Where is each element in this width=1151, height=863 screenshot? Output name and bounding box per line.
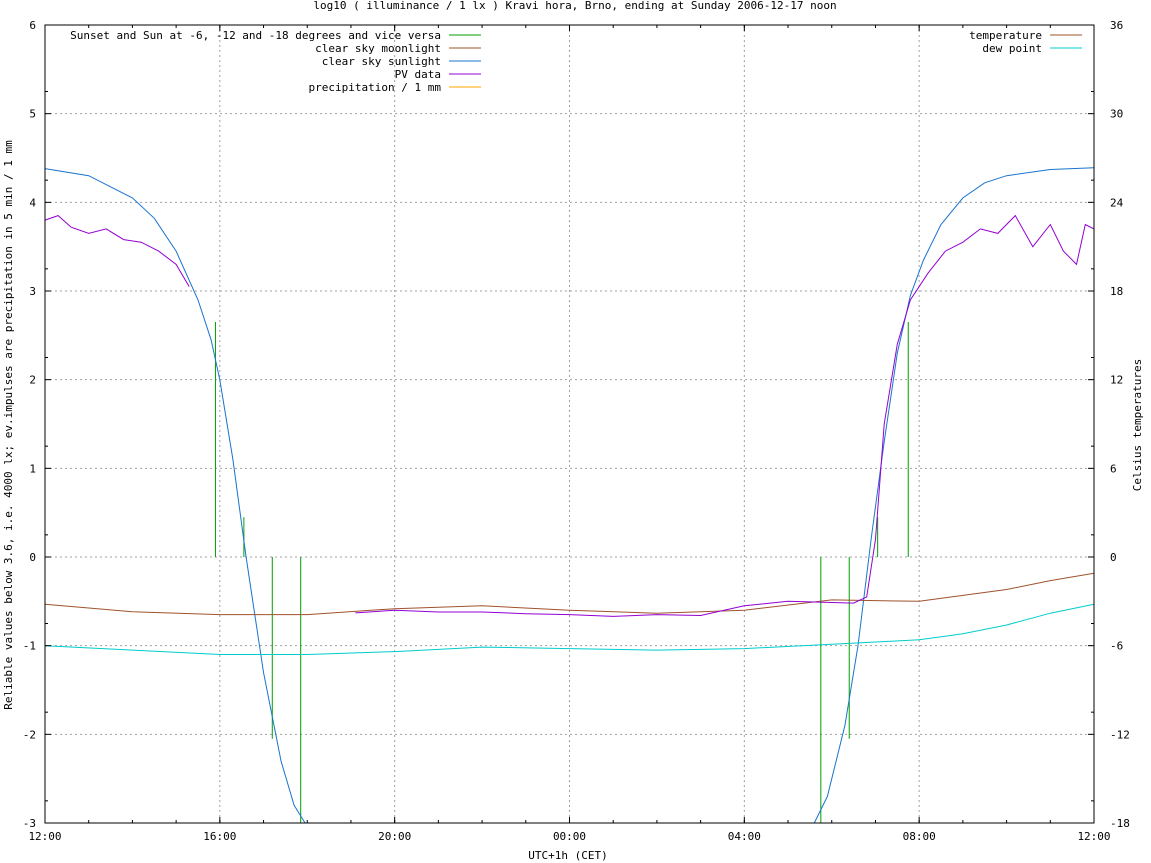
x-tick-label: 12:00 <box>1077 830 1110 843</box>
y2-tick-label: 12 <box>1110 374 1123 387</box>
x-tick-label: 04:00 <box>728 830 761 843</box>
chart-title: log10 ( illuminance / 1 lx ) Kravi hora,… <box>313 0 836 12</box>
y2-tick-label: 18 <box>1110 285 1123 298</box>
pv-data-line <box>44 215 190 287</box>
legend-left-label: clear sky sunlight <box>322 55 441 68</box>
x-axis-label: UTC+1h (CET) <box>528 849 607 862</box>
y2-tick-label: 0 <box>1110 551 1117 564</box>
x-tick-label: 16:00 <box>203 830 236 843</box>
legend-left-label: precipitation / 1 mm <box>309 81 442 94</box>
x-tick-label: 00:00 <box>553 830 586 843</box>
legend-left-label: PV data <box>395 68 441 81</box>
y2-tick-label: 24 <box>1110 196 1124 209</box>
y-tick-label: 4 <box>29 196 36 209</box>
legend-right-label: dew point <box>982 42 1042 55</box>
grid-lines <box>45 25 1094 823</box>
y-tick-label: 0 <box>29 551 36 564</box>
y2-axis-label: Celsius temperatures <box>1131 359 1144 491</box>
legend: Sunset and Sun at -6, -12 and -18 degree… <box>70 29 1082 94</box>
plot-frame <box>44 24 1095 824</box>
y-tick-label: -1 <box>23 640 36 653</box>
legend-left-label: Sunset and Sun at -6, -12 and -18 degree… <box>70 29 441 42</box>
y2-tick-label: 30 <box>1110 108 1123 121</box>
y-tick-label: 3 <box>29 285 36 298</box>
y2-tick-label: 6 <box>1110 462 1117 475</box>
dew-point-line <box>44 603 1095 655</box>
x-tick-label: 08:00 <box>903 830 936 843</box>
y2-tick-label: 36 <box>1110 19 1123 32</box>
y2-tick-label: -12 <box>1110 728 1130 741</box>
y-axis-label: Reliable values below 3.6, i.e. 4000 lx;… <box>2 140 15 710</box>
axis-ticks: -3 -18 -2 -12 -1 -6 0 0 1 6 2 12 3 18 4 24 5 30 6 36 12:00 16… <box>23 19 1130 843</box>
y-tick-label: -3 <box>23 817 36 830</box>
y2-tick-label: -6 <box>1110 640 1123 653</box>
x-tick-label: 12:00 <box>28 830 61 843</box>
temperature-line <box>44 572 1095 616</box>
y-tick-label: 5 <box>29 108 36 121</box>
legend-right-label: temperature <box>969 29 1042 42</box>
y-tick-label: 6 <box>29 19 36 32</box>
y-tick-label: -2 <box>23 728 36 741</box>
pv-data-line <box>355 214 1095 617</box>
y-tick-label: 1 <box>29 462 36 475</box>
y-tick-label: 2 <box>29 374 36 387</box>
x-tick-label: 20:00 <box>378 830 411 843</box>
legend-left-label: clear sky moonlight <box>315 42 441 55</box>
y2-tick-label: -18 <box>1110 817 1130 830</box>
